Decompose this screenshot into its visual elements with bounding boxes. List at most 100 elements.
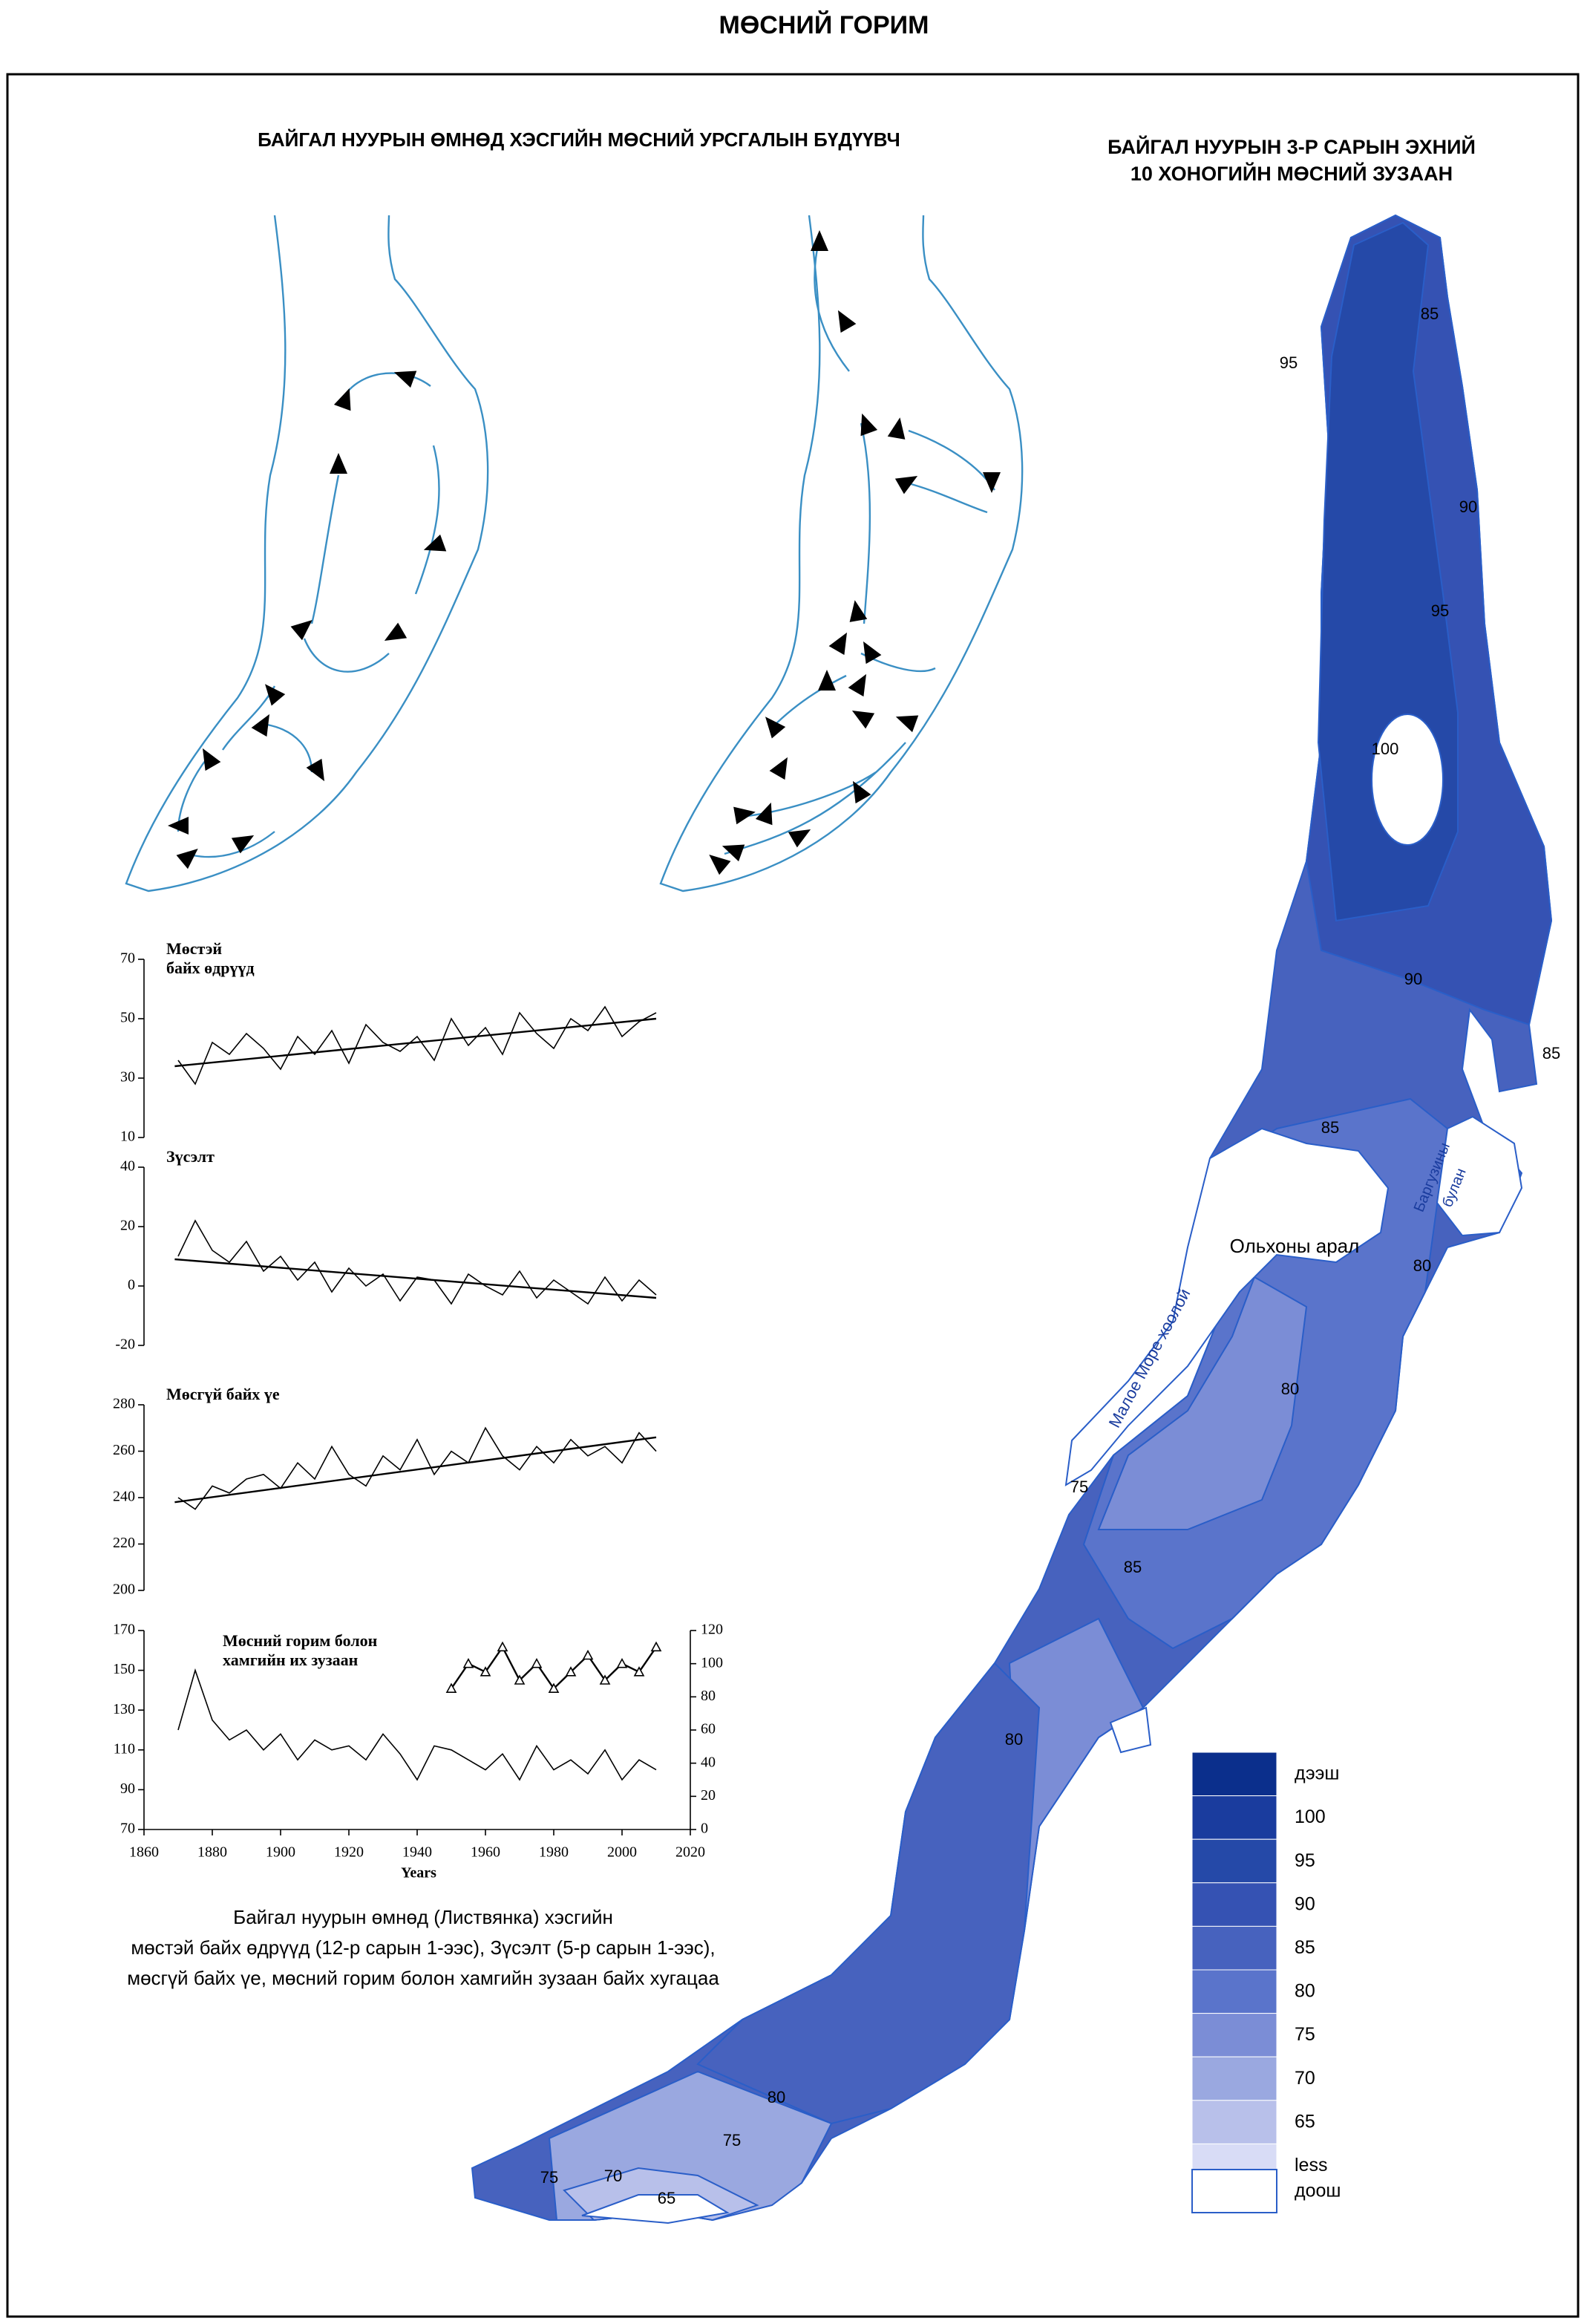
data-marker [565,1666,577,1677]
chart-title: Мөсгүй байх үе [166,1385,280,1403]
contour-label: 80 [1281,1380,1299,1398]
y-tick-label: 40 [120,1158,135,1175]
contour-label: 80 [1413,1256,1431,1275]
series-line [177,1426,657,1510]
x-tick-label: 1960 [471,1844,500,1861]
y-tick-label: 130 [113,1701,135,1717]
legend-label: 85 [1295,1937,1315,1958]
lake-outline [125,215,489,892]
legend-swatch [1191,1925,1277,1971]
island-label: Ольхоны арал [1230,1235,1360,1257]
legend-label: 80 [1295,1981,1315,2002]
legend-swatch [1191,2056,1277,2101]
caption-line: мөсгүй байх үе, мөсний горим болон хамги… [127,1967,719,1989]
contour-label: 85 [1421,304,1439,323]
chart-title: Мөстэй [166,939,222,958]
contour-label: 80 [1005,1730,1023,1749]
arrow [769,757,788,780]
data-marker [548,1682,560,1693]
x-tick-label: 2000 [607,1844,637,1861]
lake-zone-80b [696,1662,1041,2125]
legend-swatch [1191,2013,1277,2057]
data-marker [445,1682,457,1693]
data-marker [497,1641,508,1652]
contour-label: 85 [1542,1044,1560,1063]
arrow [251,714,269,737]
y-tick-label: 260 [113,1442,135,1458]
y-tick-label: 110 [114,1740,135,1757]
arrow [168,817,189,835]
arrow [788,829,811,848]
data-marker [582,1649,594,1660]
arrow [811,230,828,251]
legend-label: 70 [1295,2068,1315,2089]
y2-tick-label: 20 [701,1787,716,1804]
arrow [330,453,347,474]
y-tick-label: 0 [128,1277,135,1293]
arrow [887,417,906,440]
flow-lines [177,372,440,858]
arrow [851,711,875,729]
x-tick-label: 1980 [539,1844,569,1861]
flow-lines [724,237,995,855]
legend-label: доош [1295,2181,1341,2201]
arrow [203,748,221,771]
arrow [265,684,286,706]
south-islet [1109,1706,1152,1754]
arrow [709,855,731,875]
data-marker [531,1657,543,1668]
legend-label: дээш [1295,1763,1339,1784]
legend-swatch [1191,1969,1277,2014]
arrow [894,476,918,494]
lake-zone-65 [581,2194,730,2225]
arrow [853,780,871,804]
series-line [177,1668,657,1781]
x-axis-label: Years [401,1865,436,1881]
contour-label: 95 [1431,601,1449,620]
arrow [393,371,417,388]
series-line [177,1219,657,1305]
contour-label: 90 [1459,497,1477,516]
y-tick-label: 50 [120,1010,135,1026]
legend-swatch [1191,2169,1277,2213]
x-tick-label: 1880 [197,1844,227,1861]
arrow [895,715,919,733]
caption: Байгал нуурын өмнөд (Листвянка) хэсгийн м… [127,1906,719,1989]
y-tick-label: 20 [120,1218,135,1234]
legend-swatch [1191,1752,1277,1797]
arrow [755,802,773,826]
arrow [733,806,756,825]
legend-swatch [1191,1838,1277,1884]
arrow [306,758,324,782]
y-tick-label: 30 [120,1069,135,1086]
flow-diagrams [125,214,1024,892]
arrow [818,670,836,691]
data-marker [599,1674,611,1685]
right-title: 10 ХОНОГИЙН МӨСНИЙ ЗУЗААН [1130,162,1453,185]
y-tick-label: -20 [115,1336,135,1353]
x-tick-label: 1920 [334,1844,364,1861]
contour-label: 65 [658,2189,675,2207]
arrow [983,472,1001,493]
contour-label: 80 [768,2088,785,2106]
contour-label: 85 [1124,1558,1142,1576]
y-tick-label: 10 [120,1129,135,1145]
series-line [174,1436,657,1504]
contour-label: 70 [604,2167,622,2185]
data-marker [462,1657,474,1668]
contour-label: 75 [540,2168,558,2187]
arrow [828,632,847,656]
data-marker [480,1666,491,1677]
series-line [174,1258,657,1299]
legend-label: 100 [1295,1806,1326,1827]
y-tick-label: 200 [113,1582,135,1598]
x-tick-label: 2020 [675,1844,705,1861]
legend-swatch [1191,1882,1277,1927]
legend: дээш 100 95 90 85 80 75 70 65 less доош [1191,1752,1341,2213]
data-marker [633,1666,645,1677]
arrow [849,600,868,622]
arrow [860,413,878,437]
zone-100 [1371,714,1444,846]
